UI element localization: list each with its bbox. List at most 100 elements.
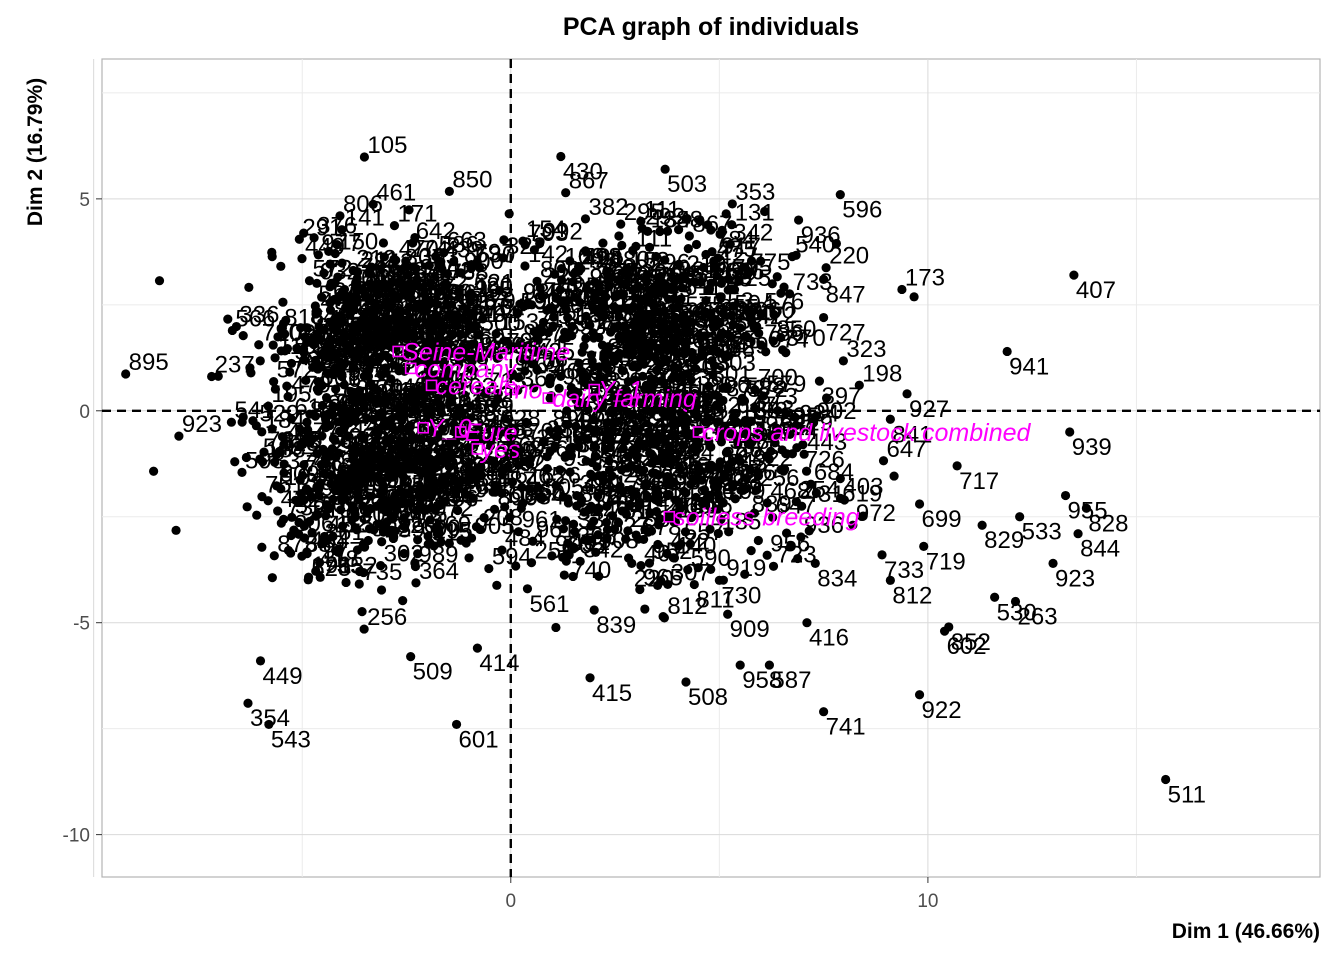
cloud-point [728,301,738,311]
cloud-point [337,225,347,235]
cloud-point-label: 621 [474,270,514,297]
cloud-point [270,384,281,394]
cloud-point [465,324,475,334]
cloud-point [346,473,356,483]
cloud-point [334,484,344,495]
cloud-point [537,291,547,302]
cloud-point [588,303,598,313]
cloud-point [223,314,233,324]
point-label-811: 811 [696,587,734,614]
cloud-point [490,399,500,409]
cloud-point [365,338,375,348]
cloud-point [254,340,264,350]
cloud-point [403,270,413,280]
cloud-point-label: 636 [662,450,702,477]
cloud-point [364,524,375,534]
cloud-point [449,475,459,485]
cloud-point [396,499,406,509]
cloud-point-label: 171 [397,201,437,228]
y-axis-label: Dim 2 (16.79%) [24,78,47,226]
cloud-point [889,471,899,481]
point-label-828: 828 [1088,510,1128,537]
cloud-point-label: 364 [419,558,459,585]
cloud-point [280,329,290,339]
cloud-point-label: 274 [409,236,449,263]
cloud-point [301,375,311,385]
cloud-point [449,257,459,267]
cloud-point [335,211,345,221]
cloud-point [282,381,292,391]
cloud-point [148,466,159,476]
cloud-point [270,353,280,363]
cloud-point [500,427,510,437]
cloud-point-label: 761 [609,497,649,524]
cloud-point-label: 867 [692,211,732,238]
cloud-point [337,258,347,268]
cloud-point [365,269,376,279]
cloud-point [659,306,669,316]
cloud-point [455,313,465,323]
cloud-point [354,469,364,479]
cloud-point-label: 714 [373,301,413,328]
cloud-point [242,502,252,512]
cloud-point [466,288,476,298]
cloud-point [435,315,445,326]
cloud-point [461,538,471,548]
cloud-point [244,282,254,292]
cloud-point-label: 395 [473,277,513,304]
cloud-point [404,205,414,215]
cloud-point [294,234,304,244]
cloud-point [310,301,320,311]
cloud-point [436,454,446,464]
cloud-point [442,300,452,310]
point-label-909: 909 [730,616,770,643]
cloud-point [353,267,363,277]
cloud-point-label: 598 [745,373,785,400]
cloud-point [389,221,400,231]
point-label-632: 632 [338,553,378,580]
cloud-point [241,452,251,463]
cloud-point [791,250,801,260]
point-label-430: 430 [563,158,603,185]
cloud-point [454,356,465,366]
point-label-829: 829 [984,527,1024,554]
point-label-726: 726 [805,447,845,474]
cloud-point [646,526,657,536]
point-label-543: 543 [271,726,311,753]
cloud-point [651,251,661,262]
cloud-point-label: 663 [447,228,487,255]
cloud-point-label: 325 [731,265,771,292]
cloud-point-label: 585 [345,342,385,369]
cloud-point [317,292,327,302]
cloud-point [678,440,689,450]
cloud-point [468,339,478,349]
cloud-point [312,278,322,288]
point-label-812: 812 [892,582,932,609]
cloud-point [267,252,277,262]
sup-label: dairy farming [552,385,697,413]
point-label-414: 414 [479,650,519,677]
point-label-941: 941 [1009,353,1049,380]
cloud-point [626,460,636,471]
cloud-point-label: 322 [506,233,546,260]
cloud-point [404,288,414,298]
cloud-point [453,287,464,297]
cloud-point [589,516,599,526]
cloud-point [504,209,514,219]
cloud-point-label: 198 [862,360,902,387]
cloud-point-label: 566 [571,474,611,501]
cloud-point [411,263,421,274]
point-label-415: 415 [592,680,632,707]
cloud-point [372,338,382,348]
cloud-point [373,290,383,300]
cloud-point [263,401,273,411]
point-label-449: 449 [263,663,303,690]
point-label-511: 511 [1168,782,1206,809]
cloud-point [581,333,591,344]
point-label-839: 839 [596,612,636,639]
cloud-point [414,448,424,458]
point-label-596: 596 [842,197,882,224]
cloud-point [268,340,278,350]
point-label-727: 727 [826,320,866,347]
cloud-point [354,493,364,503]
